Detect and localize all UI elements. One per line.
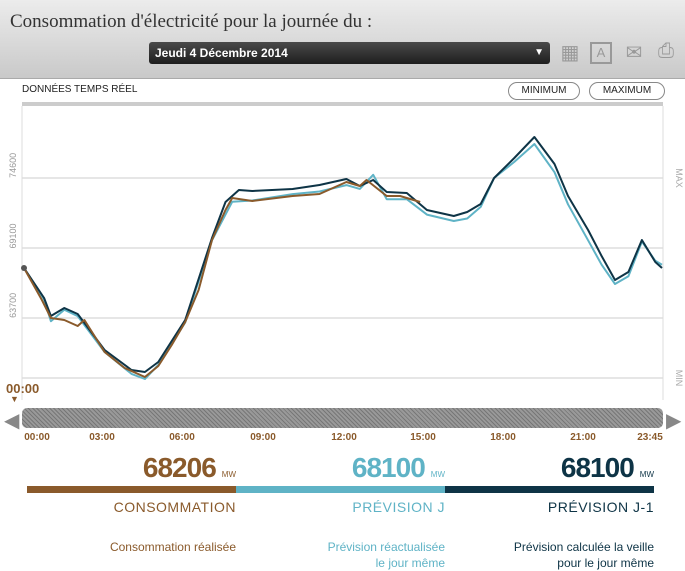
timeline-tick: 18:00 [490,432,516,443]
timeline-tick: 00:00 [24,432,50,443]
y-tick-label: 63700 [8,293,18,318]
realtime-label: DONNÉES TEMPS RÉEL [22,84,138,95]
series-label: PRÉVISION J [352,499,445,515]
timeline-tick: 06:00 [169,432,195,443]
legend-bar [236,486,445,493]
max-label: MAX [674,168,684,188]
series-description: Prévision réactualisée le jour même [327,540,445,570]
prev-arrow-icon[interactable]: ◀ [4,410,20,432]
send-mail-icon[interactable]: ✉ [625,42,643,64]
value-readout: 68100 MW [351,452,445,483]
y-tick-label: 74600 [8,153,18,178]
series-line-prevision_j1 [23,136,663,373]
timeline-tick: 21:00 [570,432,596,443]
series-description: Prévision calculée la veille pour le jour… [513,540,654,570]
date-value: Jeudi 4 Décembre 2014 [155,46,288,60]
series-line-consommation [23,179,421,378]
legend-bar [445,486,654,493]
series-description: Consommation réalisée [109,540,236,554]
consumption-chart: 63700 69100 74600 MAX MIN [8,106,684,400]
calendar-a-icon[interactable]: A [590,42,612,64]
series-label: CONSOMMATION [113,499,236,515]
dropdown-arrow-icon: ▼ [534,47,544,58]
header: Consommation d'électricité pour la journ… [0,0,685,79]
timeline-tick: 03:00 [89,432,115,443]
timeline-tick: 12:00 [331,432,357,443]
minimum-button[interactable]: MINIMUM [508,82,580,100]
value-readout: 68100 MW [560,452,654,483]
print-icon[interactable]: ⎙ [658,40,674,62]
maximum-button[interactable]: MAXIMUM [589,82,665,100]
summary-consommation: 68206 MW CONSOMMATION Consommation réalisée [27,452,236,555]
min-label: MIN [674,370,684,387]
next-arrow-icon[interactable]: ▶ [666,410,682,432]
timeline-tick: 09:00 [250,432,276,443]
calendar-icon[interactable]: ▦ [560,42,580,64]
date-select[interactable]: Jeudi 4 Décembre 2014 ▼ [149,42,550,64]
summary-prevision_j: 68100 MW PRÉVISION J Prévision réactualisée… [236,452,445,571]
page-title: Consommation d'électricité pour la journ… [10,11,373,32]
timeline-scrollbar[interactable] [22,408,663,428]
timeline-tick: 23:45 [637,432,663,443]
series-label: PRÉVISION J-1 [547,499,654,515]
current-time: 00:00 ▼ [6,381,40,404]
divider [22,102,663,106]
current-point-marker [21,264,27,271]
value-readout: 68206 MW [142,452,236,483]
timeline-tick: 15:00 [410,432,436,443]
y-tick-label: 69100 [8,223,18,248]
legend-bar [27,486,236,493]
summary-prevision_j1: 68100 MW PRÉVISION J-1 Prévision calculée l… [445,452,654,571]
